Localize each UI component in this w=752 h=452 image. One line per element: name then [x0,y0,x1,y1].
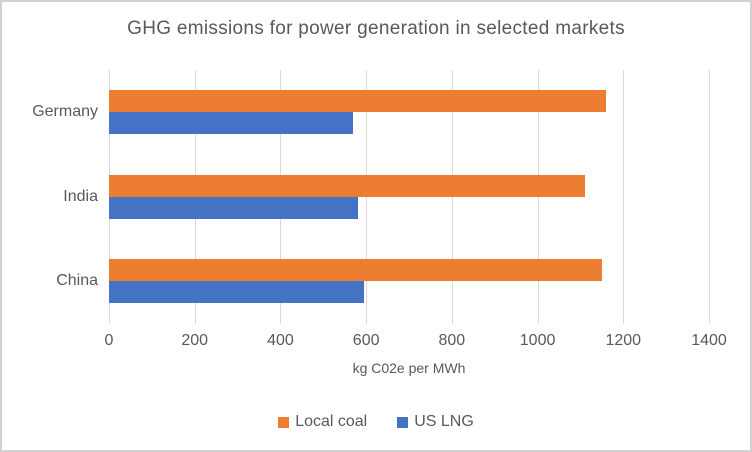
gridline-x-1400 [709,70,710,324]
gridline-x-1000 [537,70,539,324]
x-tick-label-200: 200 [181,332,209,349]
bar-local-coal-india [109,174,585,197]
x-tick-label-1000: 1000 [519,332,556,349]
legend-item-local-coal: Local coal [278,413,367,431]
us-lng-swatch-icon [397,416,409,428]
gridline-x-800 [451,70,453,324]
legend: Local coal US LNG [2,413,750,431]
legend-label-us-lng: US LNG [414,413,474,430]
bar-us-lng-china [109,281,364,303]
x-axis-title: kg C02e per MWh [352,360,466,376]
category-label-china: China [56,272,98,289]
chart-title: GHG emissions for power generation in se… [127,18,625,39]
category-label-germany: Germany [32,103,98,120]
bar-us-lng-india [109,196,358,219]
x-tick-label-600: 600 [352,332,380,349]
legend-item-us-lng: US LNG [397,413,474,431]
x-tick-label-1400: 1400 [691,332,727,349]
gridline-x-1200 [623,70,625,324]
gridline-x-600 [366,70,368,324]
category-label-india: India [63,187,98,205]
x-tick-label-800: 800 [438,332,466,349]
bar-us-lng-germany [109,112,354,134]
x-tick-label-0: 0 [104,332,114,349]
legend-label-local-coal: Local coal [295,413,368,430]
bar-local-coal-china [109,259,602,281]
local-coal-swatch-icon [278,416,290,428]
bar-local-coal-germany [109,90,607,112]
x-tick-label-400: 400 [267,332,294,349]
x-tick-label-1200: 1200 [605,332,642,349]
